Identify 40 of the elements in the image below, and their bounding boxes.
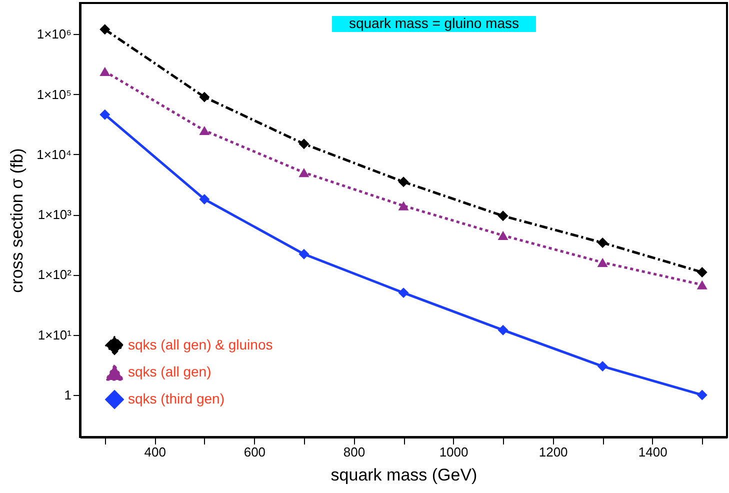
- point: [597, 238, 608, 248]
- legend-label: sqks (third gen): [128, 390, 224, 406]
- point: [597, 361, 608, 372]
- x-tick-label: 1000: [439, 444, 468, 460]
- point: [298, 168, 310, 178]
- point: [199, 126, 210, 136]
- point: [199, 92, 210, 102]
- y-tick-label: 1×10⁶: [36, 26, 72, 42]
- x-tick-label: 1400: [638, 444, 668, 460]
- y-tick-label: 1: [64, 387, 72, 402]
- point: [696, 266, 708, 278]
- point: [398, 176, 409, 188]
- point: [298, 248, 310, 260]
- x-tick-label: 400: [144, 444, 166, 460]
- x-tick-label: 600: [244, 444, 266, 460]
- point: [498, 210, 508, 222]
- x-tick-label: 800: [343, 444, 366, 460]
- legend-label: sqks (all gen): [128, 364, 212, 380]
- x-axis-title: squark mass (GeV): [330, 466, 478, 484]
- annotation: squark mass = gluino mass: [348, 15, 520, 31]
- y-tick-label: 1×10³: [38, 207, 72, 222]
- point: [597, 258, 608, 267]
- x-tick-label: 1200: [538, 444, 568, 460]
- y-axis-title: cross section σ (fb): [8, 148, 27, 293]
- point: [100, 24, 110, 35]
- point: [298, 138, 310, 150]
- y-tick-label: 1×10¹: [38, 327, 72, 342]
- y-tick-label: 1×10²: [38, 267, 72, 282]
- legend-label: sqks (all gen) & gluinos: [128, 336, 273, 352]
- point: [498, 230, 508, 240]
- point: [100, 66, 110, 76]
- point: [498, 324, 508, 336]
- point: [696, 390, 708, 400]
- point: [696, 280, 708, 290]
- point: [100, 109, 110, 120]
- point: [199, 194, 210, 204]
- point: [398, 288, 409, 298]
- point: [398, 201, 409, 210]
- y-tick-label: 1×10⁵: [36, 86, 72, 102]
- y-tick-label: 1×10⁴: [36, 146, 72, 162]
